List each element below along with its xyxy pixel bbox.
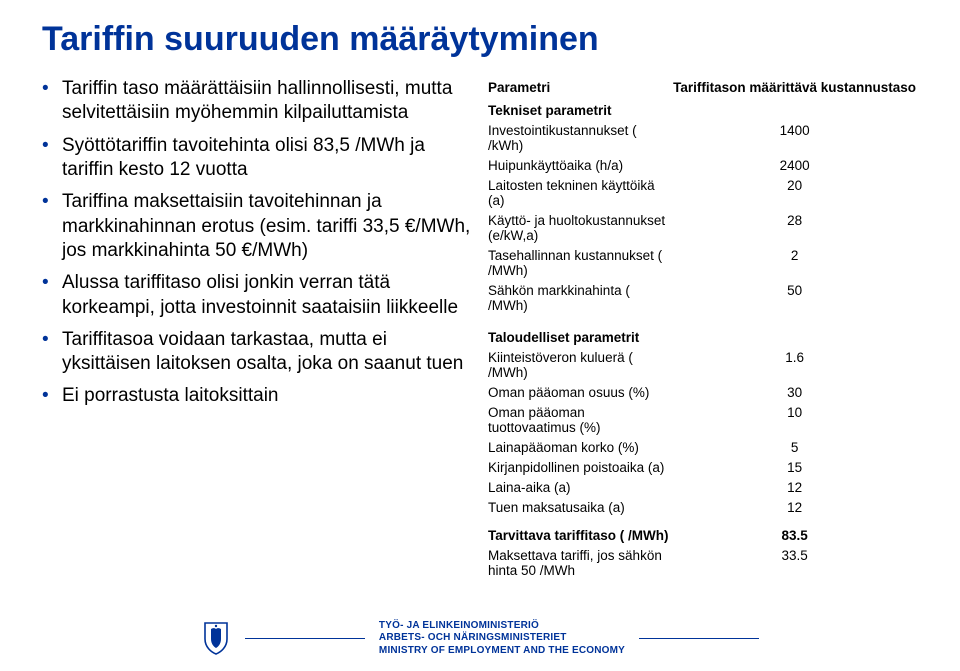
list-item: Ei porrastusta laitoksittain — [42, 384, 474, 408]
row-label: Tasehallinnan kustannukset ( /MWh) — [486, 246, 671, 281]
table-row: Huipunkäyttöaika (h/a)2400 — [486, 156, 918, 176]
row-value: 83.5 — [671, 525, 918, 545]
table-row: Laitosten tekninen käyttöikä (a)20 — [486, 176, 918, 211]
row-label: Kiinteistöveron kuluerä ( /MWh) — [486, 347, 671, 382]
row-value: 15 — [671, 457, 918, 477]
row-label: Oman pääoman tuottovaatimus (%) — [486, 402, 671, 437]
parameter-table: Parametri Tariffitason määrittävä kustan… — [486, 77, 918, 580]
table-row: Oman pääoman tuottovaatimus (%)10 — [486, 402, 918, 437]
row-value: 2 — [671, 246, 918, 281]
divider — [639, 638, 759, 639]
list-item: Syöttötariffin tavoitehinta olisi 83,5 /… — [42, 134, 474, 183]
row-value: 20 — [671, 176, 918, 211]
section-label: Tekniset parametrit — [486, 97, 918, 121]
table-row: Oman pääoman osuus (%)30 — [486, 382, 918, 402]
list-item: Tariffitasoa voidaan tarkastaa, mutta ei… — [42, 328, 474, 377]
summary-row: Maksettava tariffi, jos sähkön hinta 50 … — [486, 545, 918, 580]
row-label: Tarvittava tariffitaso ( /MWh) — [486, 525, 671, 545]
header-value: Tariffitason määrittävä kustannustaso — [671, 77, 918, 97]
table-row: Tuen maksatusaika (a)12 — [486, 497, 918, 517]
slide: Tariffin suuruuden määräytyminen Tariffi… — [0, 0, 960, 671]
table-row: Sähkön markkinahinta ( /MWh)50 — [486, 281, 918, 316]
spacer-row — [486, 316, 918, 324]
row-value: 1400 — [671, 121, 918, 156]
row-value: 30 — [671, 382, 918, 402]
ministry-line-2: ARBETS- OCH NÄRINGSMINISTERIET — [379, 632, 567, 643]
row-value: 50 — [671, 281, 918, 316]
left-column: Tariffin taso määrättäisiin hallinnollis… — [42, 77, 474, 580]
row-label: Oman pääoman osuus (%) — [486, 382, 671, 402]
table-row: Käyttö- ja huoltokustannukset (e/kW,a)28 — [486, 211, 918, 246]
page-title: Tariffin suuruuden määräytyminen — [42, 20, 918, 59]
list-item: Tariffina maksettaisiin tavoitehinnan ja… — [42, 190, 474, 263]
row-value: 5 — [671, 437, 918, 457]
row-value: 1.6 — [671, 347, 918, 382]
row-label: Sähkön markkinahinta ( /MWh) — [486, 281, 671, 316]
row-label: Maksettava tariffi, jos sähkön hinta 50 … — [486, 545, 671, 580]
ministry-line-1: TYÖ- JA ELINKEINOMINISTERIÖ — [379, 620, 539, 631]
row-value: 12 — [671, 497, 918, 517]
section-label: Taloudelliset parametrit — [486, 324, 918, 348]
row-value: 10 — [671, 402, 918, 437]
row-label: Lainapääoman korko (%) — [486, 437, 671, 457]
row-label: Huipunkäyttöaika (h/a) — [486, 156, 671, 176]
columns: Tariffin taso määrättäisiin hallinnollis… — [42, 77, 918, 580]
summary-row: Tarvittava tariffitaso ( /MWh)83.5 — [486, 525, 918, 545]
row-value: 28 — [671, 211, 918, 246]
table-row: Lainapääoman korko (%)5 — [486, 437, 918, 457]
row-label: Tuen maksatusaika (a) — [486, 497, 671, 517]
row-label: Laitosten tekninen käyttöikä (a) — [486, 176, 671, 211]
table-row: Investointikustannukset ( /kWh)1400 — [486, 121, 918, 156]
row-value: 2400 — [671, 156, 918, 176]
table-row: Tasehallinnan kustannukset ( /MWh)2 — [486, 246, 918, 281]
ministry-text: TYÖ- JA ELINKEINOMINISTERIÖ ARBETS- OCH … — [379, 620, 625, 658]
row-label: Kirjanpidollinen poistoaika (a) — [486, 457, 671, 477]
bullet-list: Tariffin taso määrättäisiin hallinnollis… — [42, 77, 474, 409]
header-param: Parametri — [486, 77, 671, 97]
list-item: Tariffin taso määrättäisiin hallinnollis… — [42, 77, 474, 126]
table-row: Kirjanpidollinen poistoaika (a)15 — [486, 457, 918, 477]
spacer-row — [486, 517, 918, 525]
row-value: 33.5 — [671, 545, 918, 580]
right-column: Parametri Tariffitason määrittävä kustan… — [486, 77, 918, 580]
divider — [245, 638, 365, 639]
row-label: Laina-aika (a) — [486, 477, 671, 497]
table-row: Laina-aika (a)12 — [486, 477, 918, 497]
crest-icon — [201, 621, 231, 655]
table-row: Kiinteistöveron kuluerä ( /MWh)1.6 — [486, 347, 918, 382]
footer: TYÖ- JA ELINKEINOMINISTERIÖ ARBETS- OCH … — [0, 620, 960, 658]
section-heading: Tekniset parametrit — [486, 97, 918, 121]
row-label: Käyttö- ja huoltokustannukset (e/kW,a) — [486, 211, 671, 246]
ministry-line-3: MINISTRY OF EMPLOYMENT AND THE ECONOMY — [379, 645, 625, 656]
table-header-row: Parametri Tariffitason määrittävä kustan… — [486, 77, 918, 97]
row-label: Investointikustannukset ( /kWh) — [486, 121, 671, 156]
section-heading: Taloudelliset parametrit — [486, 324, 918, 348]
row-value: 12 — [671, 477, 918, 497]
list-item: Alussa tariffitaso olisi jonkin verran t… — [42, 271, 474, 320]
